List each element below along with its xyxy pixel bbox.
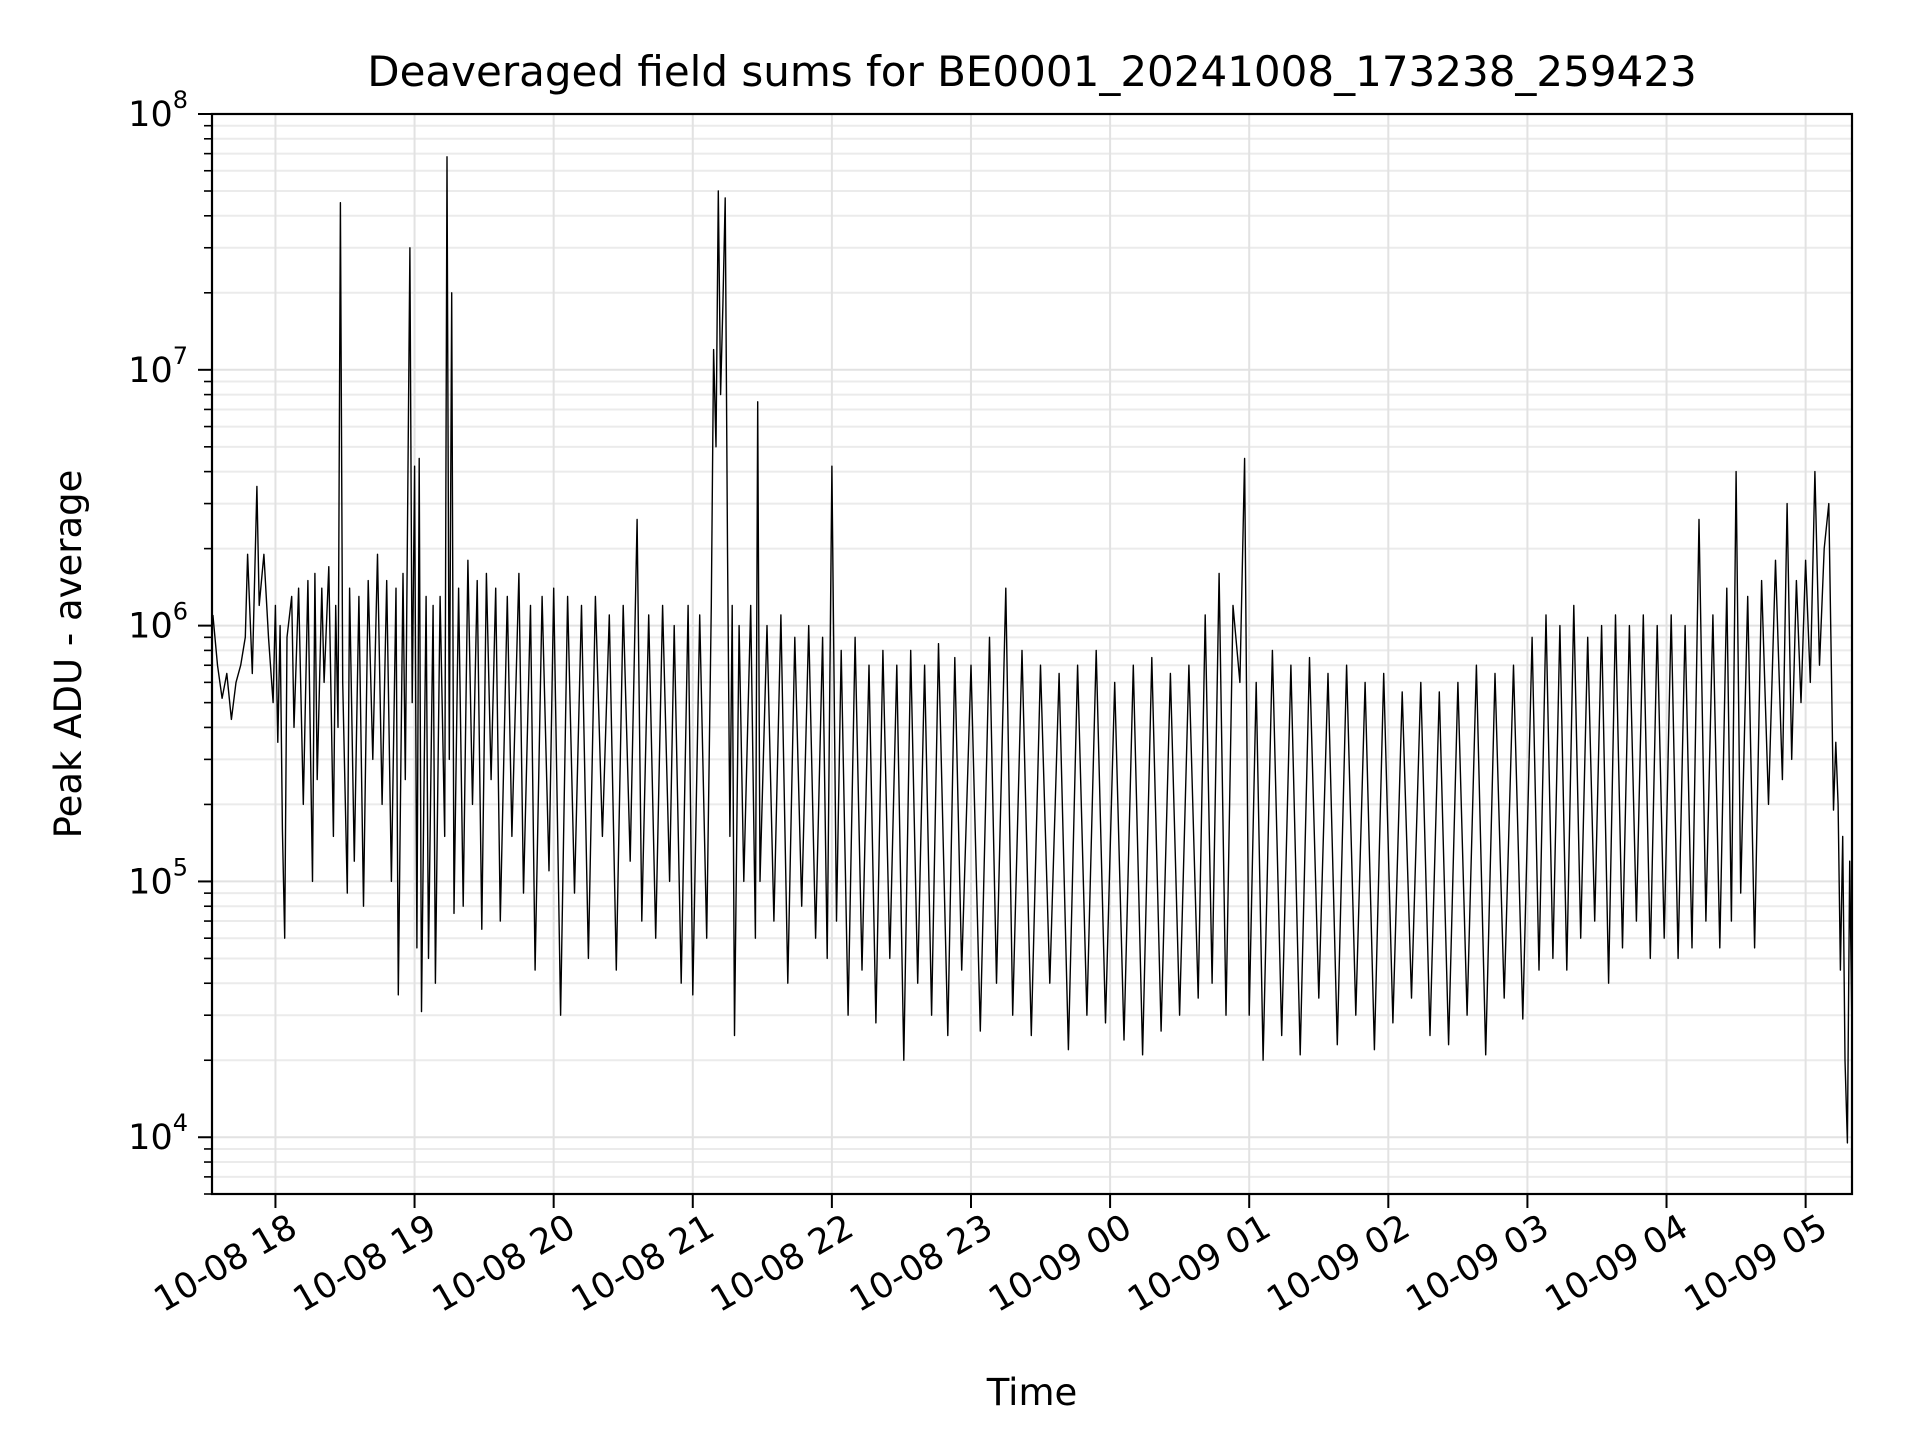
chart-title: Deaveraged field sums for BE0001_2024100… (367, 47, 1697, 96)
plot-frame (210, 112, 1854, 1196)
y-axis-label: Peak ADU - average (47, 470, 90, 839)
y-tick-label: 108 (128, 86, 188, 135)
y-tick-label: 107 (128, 342, 188, 391)
y-tick-label: 105 (128, 853, 188, 902)
x-axis-label: Time (986, 1371, 1078, 1414)
series-line (212, 156, 1853, 1144)
y-tick-label: 106 (128, 598, 188, 647)
y-tick-label: 104 (128, 1109, 188, 1158)
series-layer (212, 156, 1853, 1144)
